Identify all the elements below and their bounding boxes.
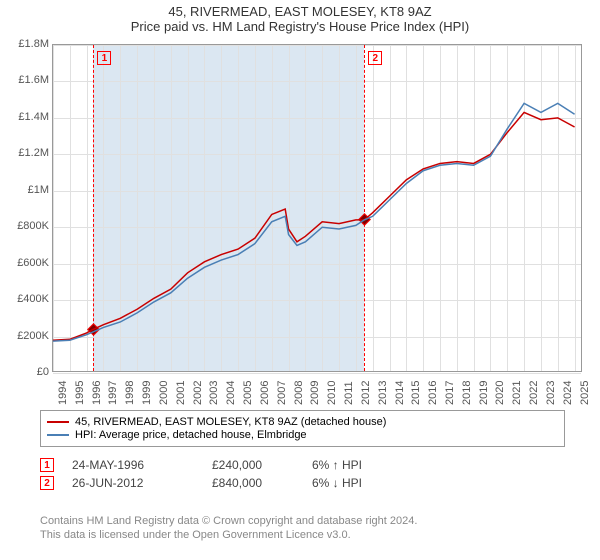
y-axis-label: £1.6M	[3, 74, 49, 86]
x-axis-label: 1999	[141, 381, 153, 405]
legend-swatch-property	[47, 421, 69, 423]
y-axis-label: £600K	[3, 257, 49, 269]
x-axis-label: 2007	[276, 381, 288, 405]
transaction-row: 2 26-JUN-2012 £840,000 6% ↓ HPI	[40, 476, 432, 490]
x-axis-label: 2022	[528, 381, 540, 405]
grid-line	[53, 373, 581, 374]
x-axis-label: 2020	[494, 381, 506, 405]
x-axis-label: 2024	[562, 381, 574, 405]
x-axis-label: 2017	[444, 381, 456, 405]
x-axis-label: 2004	[225, 381, 237, 405]
x-axis-label: 2023	[545, 381, 557, 405]
legend-item-property: 45, RIVERMEAD, EAST MOLESEY, KT8 9AZ (de…	[47, 416, 558, 428]
title-line2: Price paid vs. HM Land Registry's House …	[0, 19, 600, 34]
legend-label-property: 45, RIVERMEAD, EAST MOLESEY, KT8 9AZ (de…	[75, 416, 386, 428]
series-line-hpi	[53, 103, 575, 341]
x-axis-label: 2010	[326, 381, 338, 405]
y-axis-label: £400K	[3, 293, 49, 305]
chart-plot-area: £0£200K£400K£600K£800K£1M£1.2M£1.4M£1.6M…	[52, 44, 582, 372]
transaction-delta: 6% ↓ HPI	[312, 476, 432, 490]
x-axis-label: 1998	[124, 381, 136, 405]
y-axis-label: £800K	[3, 220, 49, 232]
chart-lines	[53, 45, 581, 371]
footer-line2: This data is licensed under the Open Gov…	[40, 528, 417, 542]
x-axis-label: 2003	[208, 381, 220, 405]
x-axis-label: 2018	[461, 381, 473, 405]
x-axis-label: 2011	[343, 381, 355, 405]
x-axis-label: 2014	[394, 381, 406, 405]
x-axis-label: 1994	[57, 381, 69, 405]
transaction-row: 1 24-MAY-1996 £240,000 6% ↑ HPI	[40, 458, 432, 472]
x-axis-label: 2006	[259, 381, 271, 405]
transaction-price: £840,000	[212, 476, 312, 490]
x-axis-label: 2015	[410, 381, 422, 405]
y-axis-label: £0	[3, 366, 49, 378]
x-axis-label: 2019	[478, 381, 490, 405]
x-axis-label: 2013	[377, 381, 389, 405]
y-axis-label: £1M	[3, 184, 49, 196]
legend-item-hpi: HPI: Average price, detached house, Elmb…	[47, 429, 558, 441]
x-axis-label: 2021	[511, 381, 523, 405]
x-axis-label: 2000	[158, 381, 170, 405]
x-axis-label: 1996	[91, 381, 103, 405]
x-axis-label: 2002	[192, 381, 204, 405]
transaction-price: £240,000	[212, 458, 312, 472]
transaction-date: 26-JUN-2012	[72, 476, 212, 490]
legend-swatch-hpi	[47, 434, 69, 436]
y-axis-label: £1.4M	[3, 111, 49, 123]
x-axis-label: 2016	[427, 381, 439, 405]
x-axis-label: 2005	[242, 381, 254, 405]
chart-title: 45, RIVERMEAD, EAST MOLESEY, KT8 9AZ Pri…	[0, 0, 600, 36]
x-axis-label: 2025	[579, 381, 591, 405]
legend-label-hpi: HPI: Average price, detached house, Elmb…	[75, 429, 307, 441]
y-axis-label: £1.2M	[3, 147, 49, 159]
x-axis-label: 1995	[74, 381, 86, 405]
x-axis-label: 2012	[360, 381, 372, 405]
x-axis-label: 2008	[293, 381, 305, 405]
footer-attribution: Contains HM Land Registry data © Crown c…	[40, 514, 417, 543]
transaction-date: 24-MAY-1996	[72, 458, 212, 472]
transaction-points: 1 24-MAY-1996 £240,000 6% ↑ HPI 2 26-JUN…	[40, 454, 432, 494]
y-axis-label: £200K	[3, 330, 49, 342]
x-axis-label: 2001	[175, 381, 187, 405]
x-axis-label: 1997	[107, 381, 119, 405]
transaction-delta: 6% ↑ HPI	[312, 458, 432, 472]
transaction-marker-2: 2	[40, 476, 54, 490]
y-axis-label: £1.8M	[3, 38, 49, 50]
x-axis-label: 2009	[309, 381, 321, 405]
legend: 45, RIVERMEAD, EAST MOLESEY, KT8 9AZ (de…	[40, 410, 565, 447]
title-line1: 45, RIVERMEAD, EAST MOLESEY, KT8 9AZ	[0, 4, 600, 19]
footer-line1: Contains HM Land Registry data © Crown c…	[40, 514, 417, 528]
transaction-marker-1: 1	[40, 458, 54, 472]
